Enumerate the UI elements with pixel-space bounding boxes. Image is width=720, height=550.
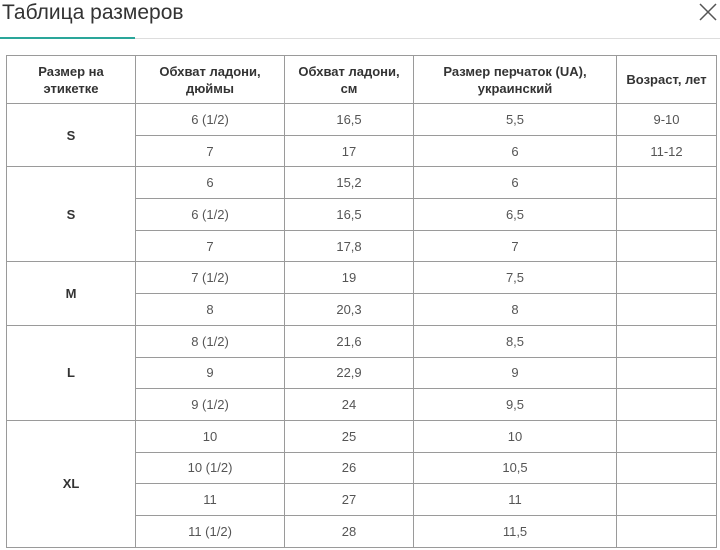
- tab-underline: [0, 37, 135, 39]
- empty-cell: [616, 293, 717, 326]
- table-row: 11 27 11: [7, 483, 717, 516]
- column-header: Размер перчаток (UA), украинский: [413, 55, 617, 104]
- table-cell: 25: [284, 419, 414, 453]
- table-cell: 8,5: [413, 324, 617, 358]
- table-cell: 11: [413, 483, 617, 516]
- column-header: Обхват ладони, см: [284, 55, 414, 104]
- table-row: 8 20,3 8: [7, 293, 717, 326]
- table-cell: 8: [413, 293, 617, 326]
- empty-cell: [616, 261, 717, 295]
- table-cell: 9 (1/2): [135, 388, 285, 421]
- empty-cell: [616, 388, 717, 421]
- table-row: 9 (1/2) 24 9,5: [7, 388, 717, 421]
- table-cell: 9,5: [413, 388, 617, 421]
- table-cell: 7: [413, 229, 617, 263]
- table-cell: 26: [284, 451, 414, 485]
- table-cell: 28: [284, 514, 414, 548]
- table-cell: 5,5: [413, 103, 617, 136]
- size-label: M: [6, 261, 136, 326]
- table-cell: 11-12: [616, 134, 717, 168]
- close-button[interactable]: [698, 2, 718, 22]
- table-cell: 6: [135, 166, 285, 200]
- table-cell: 11: [135, 483, 285, 516]
- empty-cell: [616, 356, 717, 390]
- table-cell: 7,5: [413, 261, 617, 295]
- empty-cell: [616, 198, 717, 231]
- empty-cell: [616, 451, 717, 485]
- size-label: XL: [6, 419, 136, 548]
- table-cell: 9: [413, 356, 617, 390]
- empty-cell: [616, 483, 717, 516]
- table-cell: 9: [135, 356, 285, 390]
- column-header: Обхват ладони, дюймы: [135, 55, 285, 104]
- table-cell: 20,3: [284, 293, 414, 326]
- table-cell: 8: [135, 293, 285, 326]
- table-cell: 10: [413, 419, 617, 453]
- table-row: S 6 15,2 6: [6, 166, 717, 263]
- table-cell: 15,2: [284, 166, 414, 200]
- empty-cell: [616, 419, 717, 453]
- table-cell: 17,8: [284, 229, 414, 263]
- table-cell: 19: [284, 261, 414, 295]
- empty-cell: [616, 166, 717, 200]
- table-cell: 16,5: [284, 103, 414, 136]
- table-cell: 6: [413, 166, 617, 200]
- table-row: XL 10 25 10: [6, 419, 717, 548]
- column-header: Возраст, лет: [616, 55, 717, 104]
- table-cell: 6 (1/2): [135, 103, 285, 136]
- table-row: 11 (1/2) 28 11,5: [7, 514, 717, 548]
- dialog-title: Таблица размеров: [2, 1, 184, 24]
- table-cell: 21,6: [284, 324, 414, 358]
- table-cell: 6,5: [413, 198, 617, 231]
- table-cell: 24: [284, 388, 414, 421]
- table-cell: 10 (1/2): [135, 451, 285, 485]
- table-cell: 22,9: [284, 356, 414, 390]
- table-cell: 6 (1/2): [135, 198, 285, 231]
- table-cell: 17: [284, 134, 414, 168]
- empty-cell: [616, 514, 717, 548]
- table-row: 10 (1/2) 26 10,5: [7, 451, 717, 485]
- table-cell: 10: [135, 419, 285, 453]
- table-cell: 11 (1/2): [135, 514, 285, 548]
- table-cell: 7 (1/2): [135, 261, 285, 295]
- table-cell: 11,5: [413, 514, 617, 548]
- empty-cell: [616, 324, 717, 358]
- table-cell: 7: [135, 229, 285, 263]
- table-cell: 10,5: [413, 451, 617, 485]
- size-label: S: [6, 102, 136, 168]
- column-header: Размер на этикетке: [6, 55, 136, 104]
- table-cell: 27: [284, 483, 414, 516]
- divider: [0, 38, 720, 39]
- table-cell: 9-10: [616, 103, 717, 136]
- size-table: Размер на этикетке Обхват ладони, дюймы Об…: [6, 55, 717, 548]
- header-row: Размер на этикетке Обхват ладони, дюймы Об…: [6, 55, 717, 104]
- table-row: 9 22,9 9: [7, 356, 717, 390]
- table-cell: 16,5: [284, 198, 414, 231]
- table-cell: 7: [135, 134, 285, 168]
- table-cell: 8 (1/2): [135, 324, 285, 358]
- empty-cell: [616, 229, 717, 263]
- size-label: S: [6, 166, 136, 263]
- size-label: L: [6, 324, 136, 421]
- table-cell: 6: [413, 134, 617, 168]
